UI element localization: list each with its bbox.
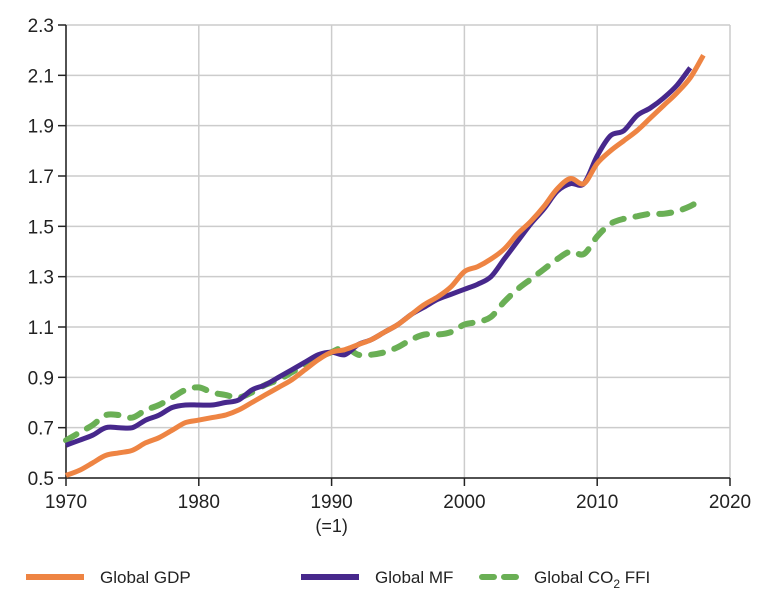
legend-label: Global MF: [375, 568, 453, 587]
x-tick-label: 1980: [178, 492, 220, 513]
y-tick-label: 1.9: [28, 117, 54, 138]
x-tick-label: 2000: [443, 492, 485, 513]
y-tick-label: 2.3: [28, 16, 54, 37]
series-line-global-gdp: [65, 53, 706, 478]
y-tick-label: 0.5: [28, 469, 54, 490]
series-lines: [63, 53, 707, 478]
y-tick-label: 1.5: [28, 217, 54, 238]
y-tick-label: 1.7: [28, 167, 54, 188]
x-tick-label: 2010: [576, 492, 618, 513]
x-tick-label: 1970: [45, 492, 87, 513]
y-tick-label: 1.1: [28, 318, 54, 339]
y-tick-label: 0.7: [28, 419, 54, 440]
x-tick-label: 1990: [310, 492, 352, 513]
y-tick-label: 1.3: [28, 268, 54, 289]
legend-label-subscript: 2: [613, 577, 620, 591]
legend-label-part: Global CO: [534, 568, 613, 587]
y-tick-label: 0.9: [28, 368, 54, 389]
legend-label: Global CO2 FFI: [534, 568, 650, 591]
x-tick-annotation: (=1): [315, 516, 348, 536]
legend: Global GDP Global MF Global CO2 FFI: [26, 568, 650, 591]
axes: [58, 24, 731, 486]
legend-label: Global GDP: [100, 568, 191, 587]
legend-label-part: FFI: [620, 568, 650, 587]
tick-labels: 0.5 0.7 0.9 1.1 1.3 1.5 1.7 1.9 2.1 2.3 1970 1980 19…: [28, 16, 752, 513]
x-tick-label: 2020: [709, 492, 751, 513]
series-line-global-co2-ffi: [63, 195, 707, 444]
y-tick-label: 2.1: [28, 66, 54, 87]
